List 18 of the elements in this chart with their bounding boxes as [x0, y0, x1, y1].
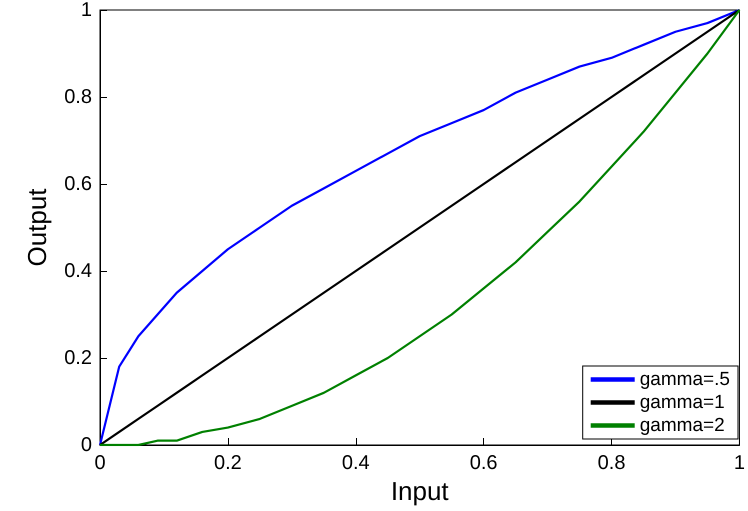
legend-label: gamma=.5 [640, 369, 730, 390]
x-tick-label: 0.2 [214, 452, 242, 474]
legend-label: gamma=1 [640, 392, 725, 413]
y-tick-label: 0.8 [64, 86, 92, 108]
y-axis-title: Output [22, 188, 52, 267]
y-tick-label: 0 [80, 434, 92, 456]
x-tick-label: 0 [94, 452, 106, 474]
line-series [98, 8, 741, 446]
legend-label: gamma=2 [640, 415, 725, 436]
x-axis-title: Input [390, 476, 450, 506]
y-tick-label: 0.2 [64, 347, 92, 369]
x-tick-label: 0.8 [598, 452, 626, 474]
y-tick-label: 1 [80, 0, 92, 21]
y-tick-label: 0.6 [64, 173, 92, 195]
x-tick-label: 1 [734, 452, 745, 474]
y-tick-label: 0.4 [64, 260, 92, 282]
x-tick-label: 0.6 [470, 452, 498, 474]
x-tick-label: 0.4 [342, 452, 370, 474]
